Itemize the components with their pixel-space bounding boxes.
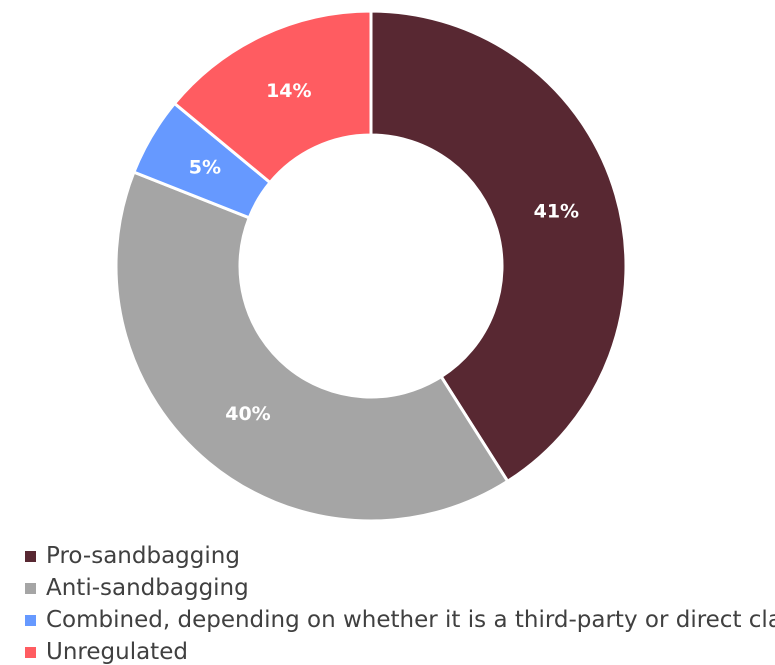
legend-item-4: Unregulated xyxy=(25,636,770,665)
legend-swatch-2 xyxy=(25,582,36,594)
donut-slice-4 xyxy=(172,9,373,185)
slice-value-label-4: 14% xyxy=(266,80,311,102)
donut-slice-2 xyxy=(114,170,510,523)
legend-item-3: Combined, depending on whether it is a t… xyxy=(25,604,775,636)
donut-slice-1 xyxy=(369,9,628,484)
legend-label-4: Unregulated xyxy=(46,639,188,665)
legend-swatch-1 xyxy=(25,550,36,562)
legend-label-2: Anti-sandbagging xyxy=(46,575,249,601)
legend-item-2: Anti-sandbagging xyxy=(25,572,770,604)
donut-chart: 41% 40% 5% 14% xyxy=(114,9,628,523)
slice-value-label-2: 40% xyxy=(225,403,270,425)
legend: Pro-sandbagging Anti-sandbagging Combined,… xyxy=(25,540,775,665)
legend-swatch-4 xyxy=(25,646,36,658)
legend-label-1: Pro-sandbagging xyxy=(46,543,240,569)
legend-item-1: Pro-sandbagging xyxy=(25,540,770,572)
slice-value-label-1: 41% xyxy=(534,201,579,223)
legend-label-3: Combined, depending on whether it is a t… xyxy=(46,607,775,633)
legend-swatch-3 xyxy=(25,614,36,626)
slice-value-label-3: 5% xyxy=(189,156,221,178)
